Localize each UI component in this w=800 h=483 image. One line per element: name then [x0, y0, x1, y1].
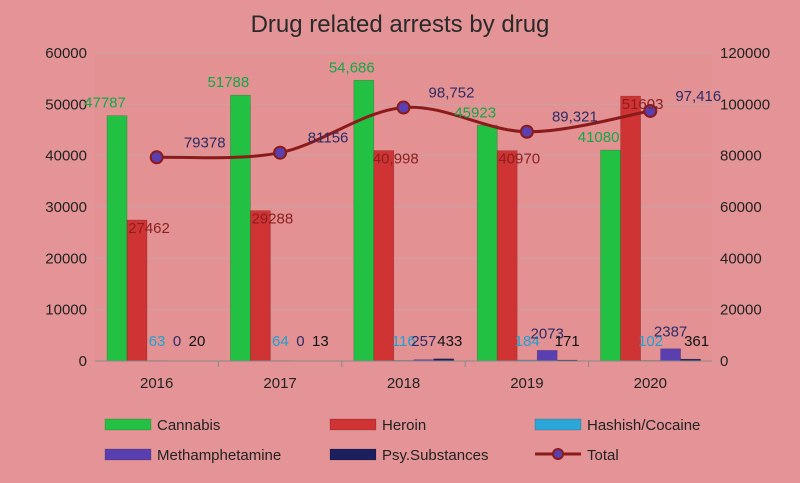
- legend-label-cannabis: Cannabis: [157, 417, 220, 434]
- data-label-methamphetamine-2018: 257: [411, 333, 436, 350]
- left-axis: 0 10000 20000 30000 40000 50000 60000: [45, 45, 87, 370]
- category-label: 2017: [263, 375, 296, 392]
- data-label-psy-substances-2016: 20: [189, 333, 206, 350]
- bar-heroin-2017: [250, 210, 271, 362]
- category-axis: 2016 2017 2018 2019 2020: [95, 360, 712, 392]
- data-label-hashish-cocaine-2016: 63: [149, 333, 166, 350]
- data-label-cannabis-2017: 51788: [208, 74, 250, 91]
- total-label-2018: 98,752: [429, 85, 475, 102]
- bar-cannabis-2016: [106, 115, 128, 362]
- bar-heroin-2020: [620, 95, 641, 362]
- total-point-2016: [149, 150, 164, 165]
- total-label-2019: 89,321: [552, 109, 598, 126]
- bar-heroin-2018: [373, 150, 395, 362]
- data-label-cannabis-2020: 41080: [578, 129, 620, 146]
- legend-label-psy-substances: Psy.Substances: [382, 447, 488, 464]
- y-tick-label: 10000: [45, 302, 87, 319]
- data-label-heroin-2020: 51603: [622, 96, 664, 113]
- y2-tick-label: 120000: [720, 45, 770, 62]
- y2-tick-label: 20000: [720, 302, 762, 319]
- y-tick-label: 40000: [45, 148, 87, 165]
- bar-cannabis-2017: [230, 94, 251, 362]
- total-point-2017: [273, 145, 288, 160]
- y2-tick-label: 80000: [720, 148, 762, 165]
- data-label-hashish-cocaine-2020: 102: [638, 333, 663, 350]
- y-tick-label: 60000: [45, 45, 87, 62]
- total-line: [149, 100, 658, 165]
- y2-tick-label: 40000: [720, 250, 762, 267]
- legend-swatch-methamphetamine: [104, 448, 152, 461]
- data-label-hashish-cocaine-2019: 184: [515, 333, 540, 350]
- y2-tick-label: 0: [720, 353, 728, 370]
- data-label-heroin-2018: 40,998: [373, 151, 419, 168]
- legend-swatch-marker-total: [552, 448, 564, 460]
- legend-swatch-heroin: [329, 418, 377, 431]
- data-label-heroin-2019: 40970: [498, 151, 540, 168]
- y-tick-label: 20000: [45, 250, 87, 267]
- legend-label-total: Total: [587, 447, 619, 464]
- data-label-methamphetamine-2019: 2073: [531, 325, 564, 342]
- category-label: 2016: [140, 375, 173, 392]
- data-label-methamphetamine-2016: 0: [173, 333, 181, 350]
- legend-swatch-cannabis: [104, 418, 152, 431]
- category-label: 2020: [634, 375, 667, 392]
- y2-tick-label: 60000: [720, 199, 762, 216]
- data-label-cannabis-2018: 54,686: [329, 59, 375, 76]
- legend-swatch-hashish-cocaine: [534, 418, 582, 431]
- data-labels: 47787 51788 54,686 45923 41080 27462 29288 40,9…: [84, 59, 721, 350]
- data-label-psy-substances-2017: 13: [312, 333, 329, 350]
- legend: Cannabis Heroin Hashish/Cocaine Methampheta…: [104, 417, 700, 464]
- data-label-methamphetamine-2020: 2387: [654, 324, 687, 341]
- bar-cannabis-2019: [476, 124, 498, 362]
- data-label-methamphetamine-2017: 0: [296, 333, 304, 350]
- y2-tick-label: 100000: [720, 96, 770, 113]
- category-label: 2019: [510, 375, 543, 392]
- data-label-heroin-2017: 29288: [252, 211, 294, 228]
- data-label-heroin-2016: 27462: [128, 220, 170, 237]
- y-tick-label: 50000: [45, 96, 87, 113]
- total-label-2020: 97,416: [675, 88, 721, 105]
- data-label-psy-substances-2020: 361: [684, 333, 709, 350]
- data-label-cannabis-2016: 47787: [84, 95, 126, 112]
- bar-methamphetamine-2019: [536, 350, 558, 362]
- bar-cannabis-2020: [600, 149, 621, 362]
- right-axis: 0 20000 40000 60000 80000 100000 120000: [720, 45, 770, 370]
- total-label-2017: 81156: [308, 130, 349, 147]
- category-label: 2018: [387, 375, 420, 392]
- chart-title: Drug related arrests by drug: [251, 11, 550, 38]
- total-point-2018: [396, 100, 411, 115]
- y-tick-label: 0: [79, 353, 87, 370]
- data-label-hashish-cocaine-2017: 64: [272, 333, 289, 350]
- legend-label-heroin: Heroin: [382, 417, 426, 434]
- bar-heroin-2019: [496, 150, 518, 362]
- bar-heroin-2016: [126, 219, 148, 362]
- legend-label-hashish-cocaine: Hashish/Cocaine: [587, 417, 700, 434]
- data-label-psy-substances-2019: 171: [555, 333, 580, 350]
- legend-label-methamphetamine: Methamphetamine: [157, 447, 281, 464]
- data-label-hashish-cocaine-2018: 116: [392, 333, 416, 350]
- bars: [106, 79, 701, 362]
- total-label-2016: 79378: [184, 134, 226, 151]
- legend-swatch-psy-substances: [329, 448, 377, 461]
- y-tick-label: 30000: [45, 199, 87, 216]
- data-label-cannabis-2019: 45923: [454, 104, 496, 121]
- data-label-psy-substances-2018: 433: [437, 333, 462, 350]
- total-point-2019: [519, 124, 534, 139]
- total-point-2020: [643, 103, 658, 118]
- bar-methamphetamine-2020: [660, 348, 681, 362]
